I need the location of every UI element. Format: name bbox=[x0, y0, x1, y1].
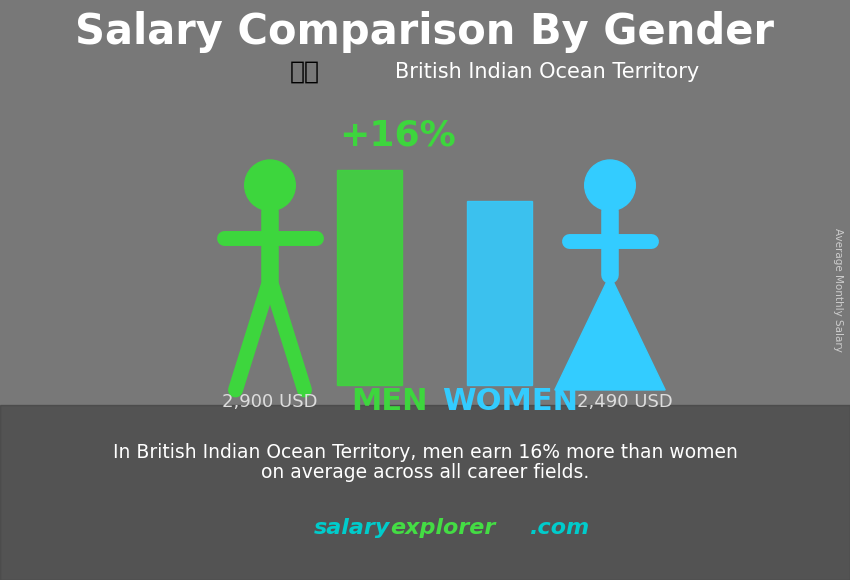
Text: +16%: +16% bbox=[339, 118, 456, 152]
Text: .com: .com bbox=[530, 518, 590, 538]
Text: In British Indian Ocean Territory, men earn 16% more than women: In British Indian Ocean Territory, men e… bbox=[112, 443, 738, 462]
FancyBboxPatch shape bbox=[337, 170, 403, 385]
Text: 2,900 USD: 2,900 USD bbox=[222, 393, 318, 411]
Text: on average across all career fields.: on average across all career fields. bbox=[261, 462, 589, 481]
Text: 2,490 USD: 2,490 USD bbox=[577, 393, 673, 411]
Text: 🇮🇴: 🇮🇴 bbox=[290, 60, 320, 84]
Text: WOMEN: WOMEN bbox=[442, 387, 578, 416]
Polygon shape bbox=[555, 275, 666, 390]
Circle shape bbox=[585, 160, 635, 211]
Text: British Indian Ocean Territory: British Indian Ocean Territory bbox=[395, 62, 700, 82]
Text: salary: salary bbox=[314, 518, 390, 538]
FancyBboxPatch shape bbox=[0, 405, 850, 580]
FancyBboxPatch shape bbox=[468, 201, 532, 385]
Text: Average Monthly Salary: Average Monthly Salary bbox=[833, 228, 843, 352]
Text: Salary Comparison By Gender: Salary Comparison By Gender bbox=[76, 11, 774, 53]
Text: MEN: MEN bbox=[352, 387, 428, 416]
Circle shape bbox=[245, 160, 295, 211]
Text: explorer: explorer bbox=[390, 518, 496, 538]
